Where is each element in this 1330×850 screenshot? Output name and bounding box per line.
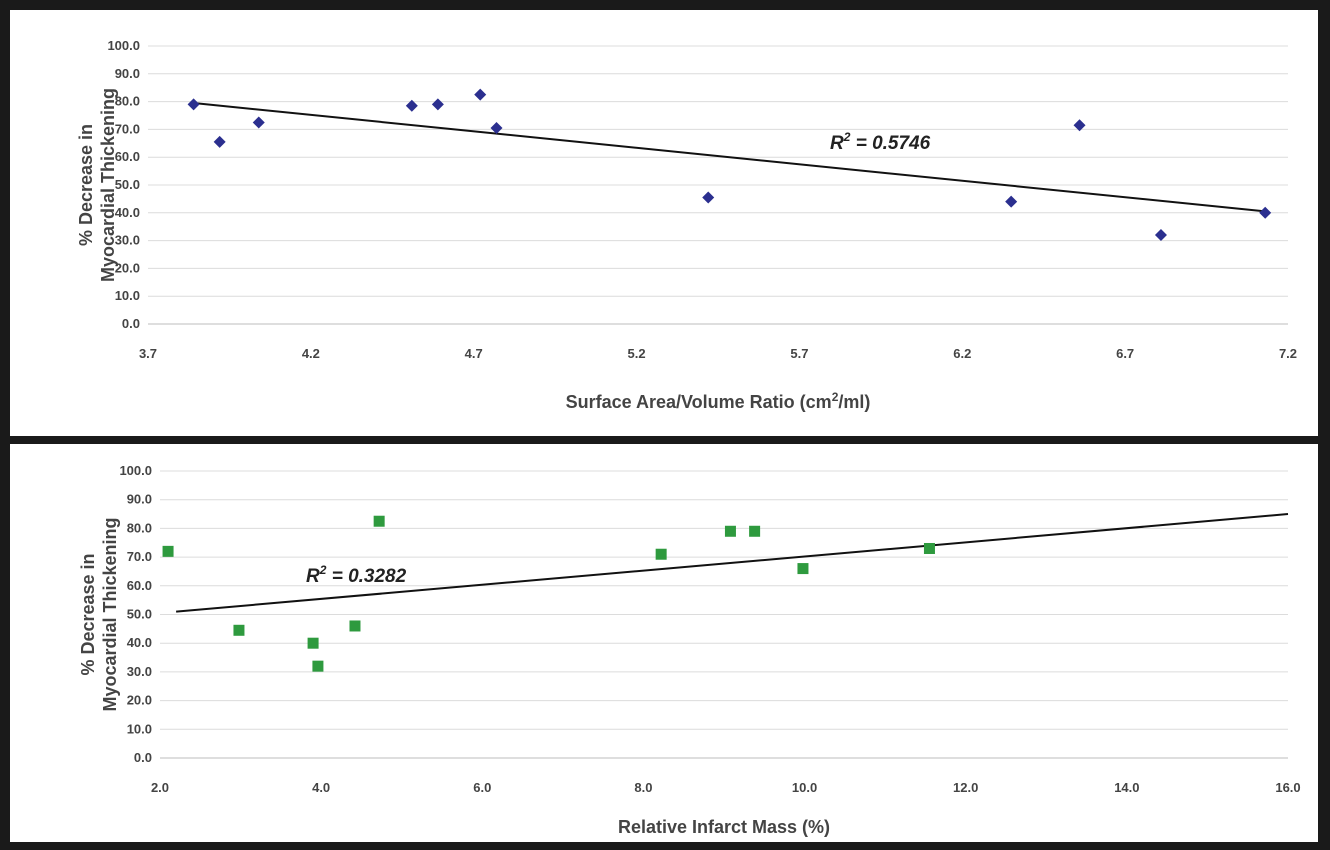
data-point — [797, 563, 809, 575]
x-tick-label: 16.0 — [1275, 780, 1300, 795]
x-tick-label: 5.7 — [790, 346, 808, 361]
data-point — [213, 135, 226, 148]
y-tick-label: 90.0 — [115, 66, 140, 81]
y-axis-title-line1: % Decrease in — [78, 553, 98, 675]
r-squared-label: R2 = 0.3282 — [306, 563, 407, 587]
x-axis-title: Surface Area/Volume Ratio (cm2/ml) — [566, 390, 871, 412]
data-point — [1154, 229, 1167, 242]
y-tick-label: 60.0 — [115, 149, 140, 164]
y-tick-label: 0.0 — [134, 750, 152, 765]
y-tick-label: 30.0 — [115, 233, 140, 248]
x-tick-label: 6.7 — [1116, 346, 1134, 361]
data-point — [474, 88, 487, 101]
x-axis-title: Relative Infarct Mass (%) — [618, 817, 830, 837]
data-point — [1073, 119, 1086, 132]
x-tick-label: 7.2 — [1279, 346, 1297, 361]
x-tick-label: 4.0 — [312, 780, 330, 795]
trendline — [176, 513, 1289, 613]
x-tick-label: 8.0 — [634, 780, 652, 795]
data-point — [312, 660, 324, 672]
x-tick-label: 12.0 — [953, 780, 978, 795]
r-squared-label: R2 = 0.5746 — [830, 130, 931, 154]
x-tick-label: 2.0 — [151, 780, 169, 795]
y-tick-label: 50.0 — [115, 177, 140, 192]
data-point — [702, 191, 715, 204]
data-point — [923, 542, 935, 554]
data-point — [490, 122, 503, 135]
chart-surface-area-scatter: 0.0 10.0 20.0 30.0 40.0 50.0 60.0 70.0 80.0 90.0 1… — [76, 38, 1297, 412]
y-tick-label: 10.0 — [127, 721, 152, 736]
x-tick-label: 4.2 — [302, 346, 320, 361]
data-point — [373, 515, 385, 527]
y-tick-label: 100.0 — [107, 38, 140, 53]
y-tick-label: 10.0 — [115, 288, 140, 303]
y-tick-label: 50.0 — [127, 607, 152, 622]
chart-panel-infarct-mass: 0.0 10.0 20.0 30.0 40.0 50.0 60.0 70.0 80.0 90.0 1… — [10, 444, 1318, 842]
data-point — [724, 525, 736, 537]
data-point — [655, 548, 667, 560]
y-tick-label: 0.0 — [122, 316, 140, 331]
chart-panel-surface-area: 0.0 10.0 20.0 30.0 40.0 50.0 60.0 70.0 80.0 90.0 1… — [10, 10, 1318, 436]
y-tick-label: 100.0 — [119, 463, 152, 478]
data-point — [187, 98, 200, 111]
y-tick-label: 80.0 — [127, 520, 152, 535]
y-axis-title-line1: % Decrease in — [76, 124, 96, 246]
y-tick-label: 70.0 — [127, 549, 152, 564]
x-tick-label: 4.7 — [465, 346, 483, 361]
data-point — [349, 620, 361, 632]
data-point — [162, 545, 174, 557]
data-point — [431, 98, 444, 111]
x-tick-label: 10.0 — [792, 780, 817, 795]
chart-infarct-mass-scatter: 0.0 10.0 20.0 30.0 40.0 50.0 60.0 70.0 80.0 90.0 1… — [78, 463, 1301, 837]
trendline — [193, 101, 1266, 213]
y-tick-label: 70.0 — [115, 121, 140, 136]
y-tick-label: 60.0 — [127, 578, 152, 593]
x-tick-label: 14.0 — [1114, 780, 1139, 795]
y-tick-label: 20.0 — [127, 693, 152, 708]
data-point — [233, 624, 245, 636]
x-tick-label: 6.0 — [473, 780, 491, 795]
data-point — [749, 525, 761, 537]
y-tick-label: 80.0 — [115, 94, 140, 109]
data-point — [405, 99, 418, 112]
y-tick-label: 40.0 — [115, 205, 140, 220]
y-tick-label: 30.0 — [127, 664, 152, 679]
x-tick-label: 5.2 — [628, 346, 646, 361]
x-tick-label: 6.2 — [953, 346, 971, 361]
data-point — [1005, 195, 1018, 208]
y-axis-title-line2: Myocardial Thickening — [100, 517, 120, 711]
data-point — [252, 116, 265, 129]
x-tick-label: 3.7 — [139, 346, 157, 361]
data-point — [1259, 206, 1272, 219]
y-tick-label: 40.0 — [127, 635, 152, 650]
y-tick-label: 90.0 — [127, 492, 152, 507]
y-tick-label: 20.0 — [115, 260, 140, 275]
y-axis-title-line2: Myocardial Thickening — [98, 88, 118, 282]
data-point — [307, 637, 319, 649]
